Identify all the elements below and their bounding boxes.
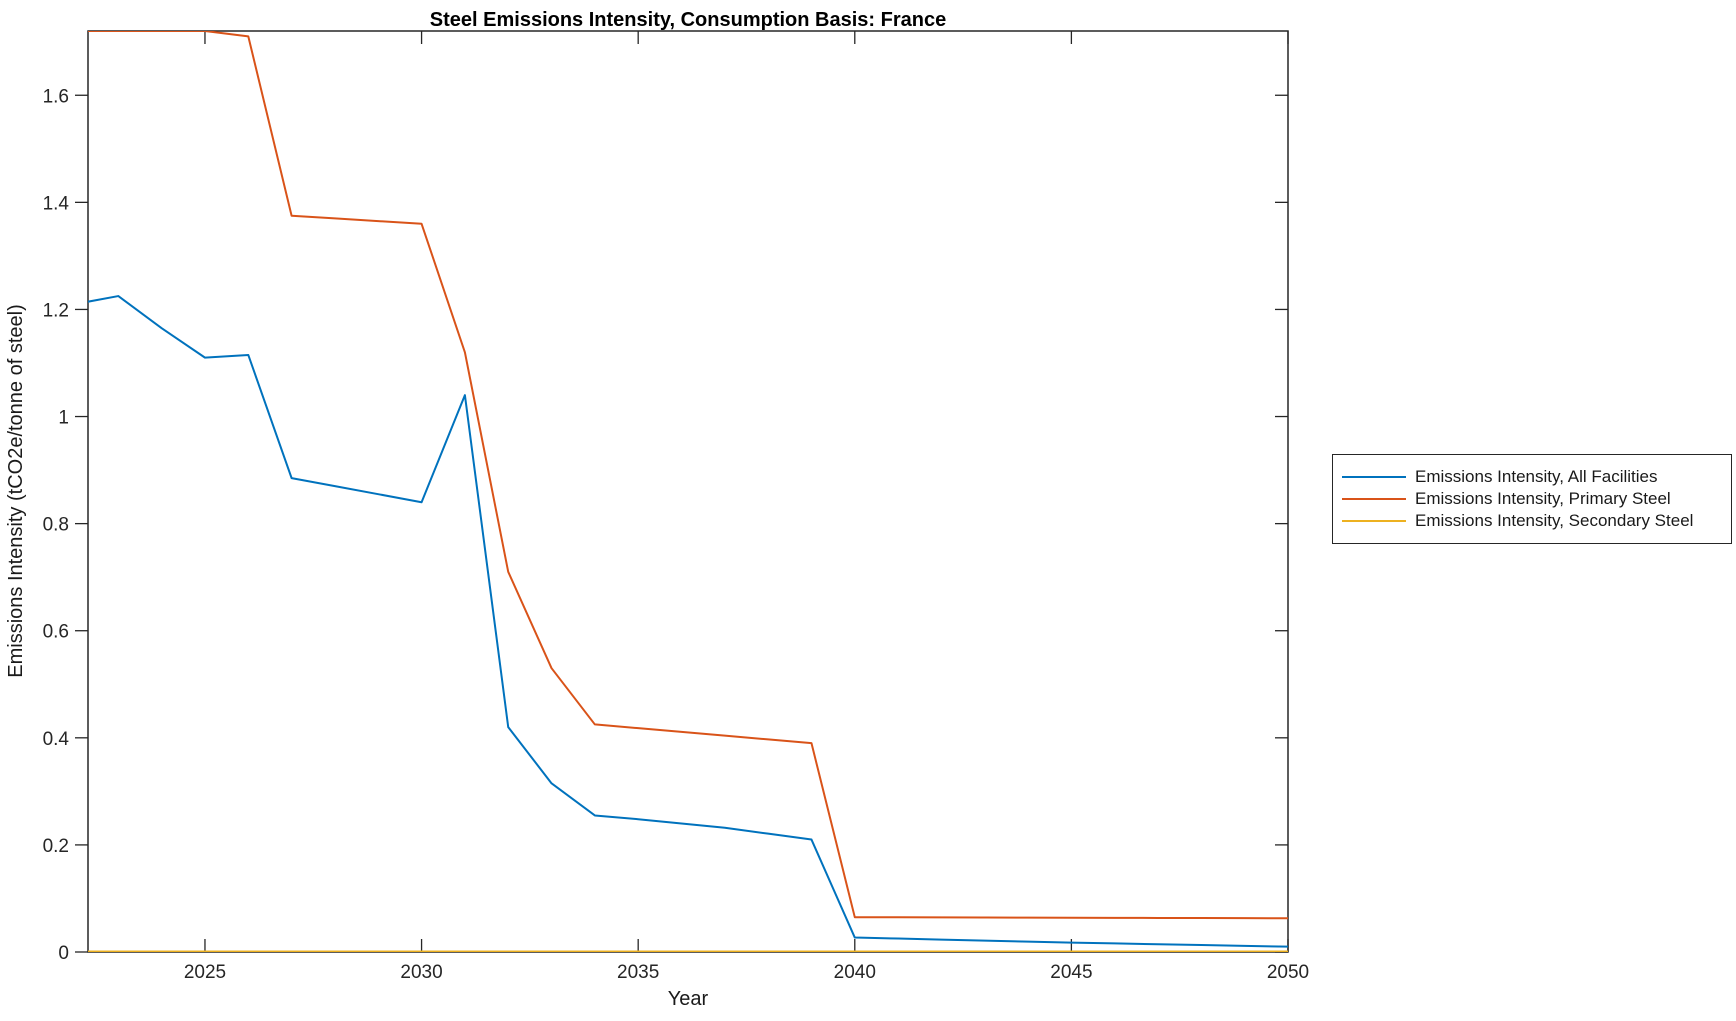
legend-line-sample <box>1342 476 1406 478</box>
x-tick-label: 2045 <box>1050 962 1092 983</box>
legend-box: Emissions Intensity, All Facilities Emiss… <box>1332 454 1732 544</box>
legend-item: Emissions Intensity, All Facilities <box>1333 466 1731 488</box>
x-tick-label: 2035 <box>617 962 659 983</box>
y-tick-label: 0.8 <box>43 515 69 536</box>
y-tick-label: 0.6 <box>43 622 69 643</box>
y-tick-label: 1.6 <box>43 86 69 107</box>
x-tick-label: 2025 <box>184 962 226 983</box>
y-tick-label: 0.2 <box>43 836 69 857</box>
legend-item: Emissions Intensity, Secondary Steel <box>1333 510 1731 532</box>
y-tick-label: 1 <box>58 408 69 429</box>
legend-item-label: Emissions Intensity, All Facilities <box>1415 467 1658 486</box>
x-tick-label: 2040 <box>834 962 876 983</box>
y-axis-title: Emissions Intensity (tCO2e/tonne of stee… <box>5 304 27 678</box>
plot-border <box>87 30 1289 953</box>
series-line-0 <box>88 295 1288 948</box>
legend-item-label: Emissions Intensity, Primary Steel <box>1415 489 1671 508</box>
chart-title: Steel Emissions Intensity, Consumption B… <box>430 9 946 31</box>
plot-area: 2025 2030 2035 2040 2045 2050 0 0.2 0.4 0.6 0.8 1 1.… <box>43 30 1309 983</box>
legend-item-label: Emissions Intensity, Secondary Steel <box>1415 511 1694 530</box>
y-tick-label: 1.4 <box>43 193 70 214</box>
x-axis-title: Year <box>668 988 709 1010</box>
series-line-1 <box>88 31 1288 920</box>
x-tick-label: 2030 <box>400 962 442 983</box>
x-tick-label: 2050 <box>1267 962 1309 983</box>
legend-line-sample <box>1342 498 1406 500</box>
legend-line-sample <box>1342 520 1406 522</box>
y-tick-label: 0.4 <box>43 729 70 750</box>
legend-item: Emissions Intensity, Primary Steel <box>1333 488 1731 510</box>
y-tick-label: 0 <box>58 943 69 964</box>
y-tick-label: 1.2 <box>43 300 69 321</box>
